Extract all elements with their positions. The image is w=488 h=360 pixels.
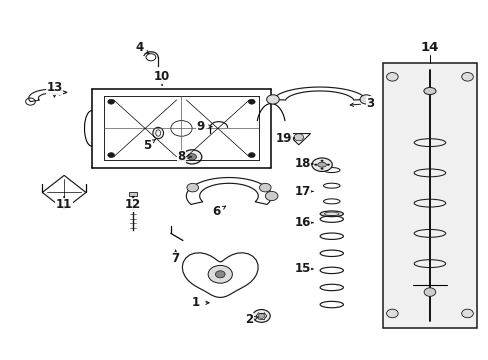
Text: 19: 19 bbox=[276, 131, 292, 144]
Circle shape bbox=[314, 164, 317, 166]
Circle shape bbox=[186, 183, 198, 192]
Polygon shape bbox=[186, 177, 271, 204]
Text: 17: 17 bbox=[294, 185, 310, 198]
Circle shape bbox=[248, 153, 255, 158]
Circle shape bbox=[248, 99, 255, 104]
Text: 16: 16 bbox=[294, 216, 310, 229]
Text: 5: 5 bbox=[143, 139, 151, 152]
Text: 3: 3 bbox=[366, 97, 374, 110]
Text: 12: 12 bbox=[124, 198, 141, 211]
Text: 11: 11 bbox=[56, 198, 72, 211]
Circle shape bbox=[386, 72, 397, 81]
Circle shape bbox=[187, 154, 196, 160]
Circle shape bbox=[293, 134, 303, 141]
Ellipse shape bbox=[311, 158, 331, 171]
Circle shape bbox=[208, 265, 232, 283]
Polygon shape bbox=[272, 87, 366, 100]
Text: 10: 10 bbox=[154, 70, 170, 83]
Circle shape bbox=[265, 192, 277, 201]
Circle shape bbox=[266, 95, 279, 104]
Ellipse shape bbox=[317, 162, 326, 167]
Text: 18: 18 bbox=[294, 157, 310, 171]
Circle shape bbox=[215, 271, 224, 278]
Circle shape bbox=[107, 99, 114, 104]
Ellipse shape bbox=[423, 87, 435, 95]
Circle shape bbox=[182, 150, 202, 164]
Text: 6: 6 bbox=[212, 205, 221, 218]
Polygon shape bbox=[42, 175, 86, 210]
Circle shape bbox=[461, 309, 472, 318]
Circle shape bbox=[461, 72, 472, 81]
Polygon shape bbox=[29, 89, 67, 102]
Text: 15: 15 bbox=[294, 262, 310, 275]
Text: 14: 14 bbox=[420, 41, 438, 54]
Text: 9: 9 bbox=[196, 120, 204, 133]
Circle shape bbox=[252, 310, 270, 322]
Polygon shape bbox=[286, 134, 310, 145]
Polygon shape bbox=[182, 253, 258, 297]
Text: 2: 2 bbox=[245, 313, 253, 327]
Circle shape bbox=[359, 95, 372, 104]
Circle shape bbox=[258, 314, 264, 318]
Circle shape bbox=[58, 181, 70, 190]
Circle shape bbox=[107, 153, 114, 158]
Text: 1: 1 bbox=[192, 296, 200, 309]
FancyBboxPatch shape bbox=[128, 193, 137, 196]
Bar bbox=[382, 63, 476, 328]
Circle shape bbox=[259, 183, 270, 192]
Circle shape bbox=[320, 167, 323, 170]
Circle shape bbox=[320, 160, 323, 162]
Circle shape bbox=[423, 288, 435, 296]
Ellipse shape bbox=[153, 127, 163, 139]
Text: 8: 8 bbox=[177, 150, 185, 163]
Text: 7: 7 bbox=[171, 252, 180, 265]
Ellipse shape bbox=[320, 211, 343, 217]
Text: 13: 13 bbox=[46, 81, 62, 94]
Circle shape bbox=[386, 309, 397, 318]
Text: 4: 4 bbox=[135, 41, 143, 54]
Circle shape bbox=[326, 164, 329, 166]
